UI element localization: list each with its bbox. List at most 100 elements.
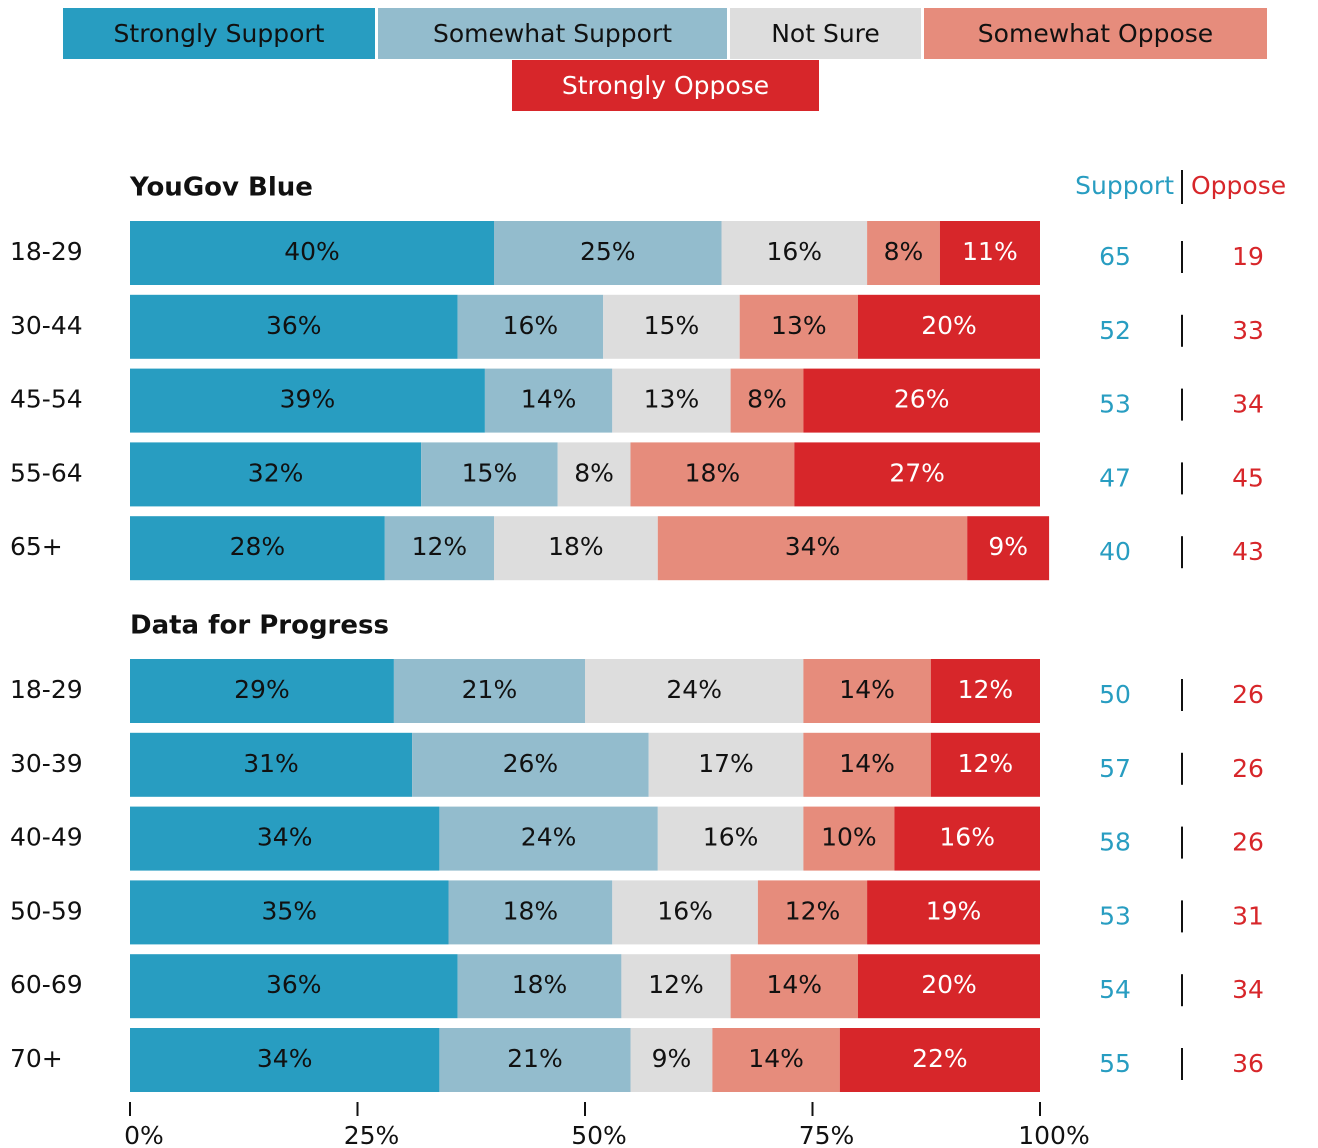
value-label: 32% (248, 458, 304, 487)
value-label: 16% (767, 237, 823, 266)
support-value: 65 (1099, 242, 1131, 271)
value-label: 31% (243, 749, 299, 778)
bar-segment (939, 221, 1040, 285)
oppose-header: Oppose (1191, 171, 1286, 200)
value-label: 36% (266, 311, 322, 340)
support-value: 55 (1099, 1049, 1131, 1078)
bar-segment (930, 659, 1040, 723)
bar-segment (130, 806, 440, 871)
oppose-value: 26 (1232, 828, 1264, 857)
bar-segment (648, 732, 804, 797)
value-label: 16% (657, 896, 713, 925)
group-title: YouGov Blue (129, 173, 313, 203)
value-label: 12% (785, 896, 841, 925)
value-label: 20% (921, 311, 977, 340)
value-label: 16% (939, 823, 995, 852)
oppose-value: 26 (1232, 754, 1264, 783)
bar-segment (412, 732, 649, 797)
value-label: 39% (280, 385, 336, 414)
legend-label: Somewhat Oppose (978, 19, 1213, 48)
value-label: 11% (962, 237, 1018, 266)
oppose-value: 34 (1232, 390, 1264, 419)
value-label: 12% (958, 675, 1014, 704)
value-label: 18% (685, 458, 741, 487)
bar-segment (494, 516, 658, 581)
value-label: 25% (580, 237, 636, 266)
value-label: 40% (284, 237, 340, 266)
value-label: 34% (257, 1044, 313, 1073)
bar-segment (557, 442, 631, 507)
category-label: 30-44 (10, 311, 83, 340)
bar-segment (448, 880, 613, 945)
category-label: 65+ (10, 532, 63, 561)
bar-segment (621, 954, 731, 1019)
value-label: 12% (412, 532, 468, 561)
value-label: 15% (462, 458, 518, 487)
bar-segment (794, 442, 1040, 507)
bar-segment (130, 880, 449, 945)
category-label: 30-39 (10, 749, 83, 778)
legend-swatch (730, 8, 921, 59)
value-label: 28% (230, 532, 286, 561)
support-value: 53 (1099, 390, 1131, 419)
bar-segment (130, 368, 485, 433)
value-label: 8% (747, 385, 787, 414)
bar-segment (930, 732, 1040, 797)
category-label: 55-64 (10, 458, 83, 487)
value-label: 24% (666, 675, 722, 704)
value-label: 14% (748, 1044, 804, 1073)
bar-segment (130, 294, 458, 359)
oppose-value: 45 (1232, 463, 1264, 492)
bar-segment (803, 368, 1040, 433)
value-label: 19% (926, 896, 982, 925)
support-value: 50 (1099, 680, 1131, 709)
x-tick-label: 50% (571, 1121, 627, 1148)
value-label: 13% (644, 385, 700, 414)
bar-segment (803, 806, 895, 871)
bar-segment (730, 368, 804, 433)
value-label: 24% (521, 823, 577, 852)
bar-segment (130, 659, 394, 723)
legend-swatch (63, 8, 375, 59)
bar-segment (712, 1028, 840, 1092)
bar-segment (130, 221, 494, 285)
bar-segment (130, 442, 422, 507)
bar-segment (657, 806, 804, 871)
value-label: 10% (821, 823, 877, 852)
value-label: 18% (512, 970, 568, 999)
support-value: 52 (1099, 316, 1131, 345)
bar-segment (803, 659, 931, 723)
bar-segment (612, 880, 758, 945)
support-value: 47 (1099, 463, 1131, 492)
bar-segment (867, 880, 1040, 945)
value-label: 18% (503, 896, 559, 925)
bar-segment (130, 1028, 440, 1092)
category-label: 60-69 (10, 970, 83, 999)
bar-segment (130, 954, 458, 1019)
category-label: 70+ (10, 1044, 63, 1073)
value-label: 14% (767, 970, 823, 999)
legend-label: Strongly Support (114, 19, 325, 48)
bar-segment (858, 954, 1040, 1019)
oppose-value: 36 (1232, 1049, 1264, 1078)
bar-segment (384, 516, 494, 581)
value-label: 14% (839, 749, 895, 778)
support-header: Support (1075, 171, 1174, 200)
bar-segment (421, 442, 558, 507)
bar-segment (894, 806, 1040, 871)
legend-label: Strongly Oppose (562, 71, 769, 100)
value-label: 36% (266, 970, 322, 999)
bar-segment (603, 294, 740, 359)
oppose-value: 43 (1232, 537, 1264, 566)
value-label: 15% (644, 311, 700, 340)
value-label: 29% (234, 675, 290, 704)
legend-label: Not Sure (771, 19, 880, 48)
value-label: 13% (771, 311, 827, 340)
oppose-value: 33 (1232, 316, 1264, 345)
value-label: 18% (548, 532, 604, 561)
value-label: 8% (884, 237, 924, 266)
bar-segment (130, 732, 413, 797)
bar-segment (393, 659, 585, 723)
support-value: 53 (1099, 901, 1131, 930)
